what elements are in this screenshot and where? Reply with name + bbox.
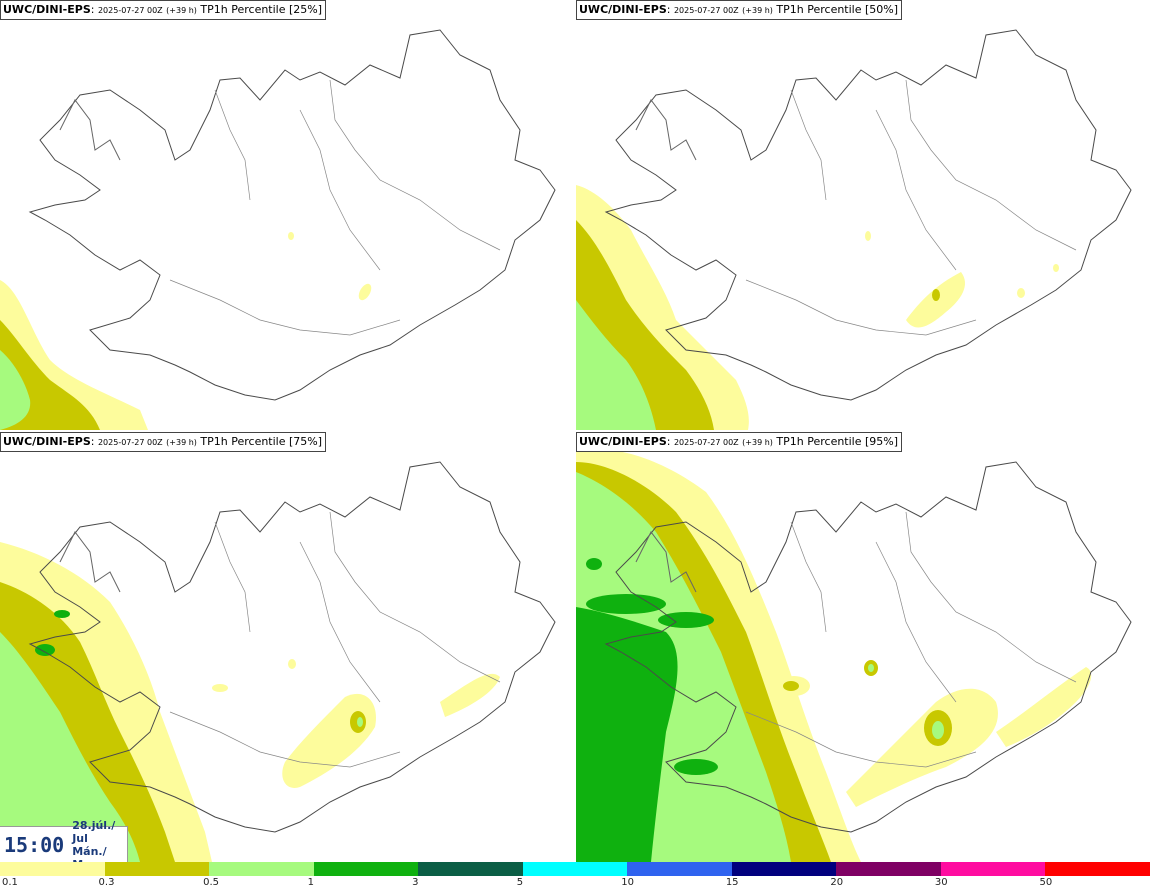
precip-field	[0, 232, 372, 430]
colorbar-tick-label: 5	[516, 877, 524, 888]
colorbar-tick-label: 0.1	[2, 877, 18, 888]
colorbar-tick-label: 10	[621, 877, 634, 888]
map-canvas	[576, 449, 1132, 862]
colorbar-tick-label: 50	[1039, 877, 1053, 888]
colorbar-tick-label: 0.3	[98, 877, 115, 888]
colorbar-tick-label: 20	[830, 877, 844, 888]
colorbar-tick-label: 3	[412, 877, 419, 888]
colorbar-segment	[313, 862, 419, 876]
colorbar-segment	[627, 862, 732, 876]
colorbar-tick-label: 0.5	[203, 877, 219, 888]
map-canvas	[0, 29, 556, 430]
panel-title: UWC/DINI-EPS: 2025-07-27 00Z (+39 h) TP1…	[576, 432, 903, 452]
colorbar-ticks: 0.1 0.3 0.5 1 3 5 10 15 20 30 50	[0, 876, 1150, 891]
precip-field	[576, 185, 1059, 430]
colorbar-segment	[209, 862, 314, 876]
valid-time-clock: 15:00	[4, 832, 65, 857]
panel-title: UWC/DINI-EPS: 2025-07-27 00Z (+39 h) TP1…	[0, 0, 327, 20]
colorbar-segment	[1045, 862, 1150, 876]
colorbar-tick-label: 30	[934, 877, 948, 888]
panel-title: UWC/DINI-EPS: 2025-07-27 00Z (+39 h) TP1…	[0, 432, 327, 452]
map-panel-p50[interactable]: UWC/DINI-EPS: 2025-07-27 00Z (+39 h) TP1…	[576, 0, 1150, 430]
panel-title: UWC/DINI-EPS: 2025-07-27 00Z (+39 h) TP1…	[576, 0, 903, 20]
map-panel-p75[interactable]: UWC/DINI-EPS: 2025-07-27 00Z (+39 h) TP1…	[0, 432, 575, 862]
colorbar-tick-label: 1	[307, 877, 314, 888]
map-panel-p25[interactable]: UWC/DINI-EPS: 2025-07-27 00Z (+39 h) TP1…	[0, 0, 575, 430]
map-canvas	[576, 29, 1132, 430]
precip-field	[576, 449, 1092, 862]
colorbar-segment	[836, 862, 941, 876]
panel-divider	[574, 0, 576, 862]
colorbar-segment	[940, 862, 1046, 876]
colorbar-segment	[418, 862, 523, 876]
valid-time-box: 15:00 28.júl./ Jul Mán./ Mon	[0, 819, 128, 871]
colorbar-segment	[0, 862, 105, 876]
colorbar-segment	[104, 862, 210, 876]
precip-field	[0, 542, 500, 862]
map-canvas	[0, 461, 556, 862]
precip-colorbar	[0, 862, 1150, 876]
colorbar-segment	[731, 862, 837, 876]
colorbar-tick-label: 15	[725, 877, 739, 888]
map-panel-p95[interactable]: UWC/DINI-EPS: 2025-07-27 00Z (+39 h) TP1…	[576, 432, 1150, 862]
colorbar-segment	[522, 862, 628, 876]
